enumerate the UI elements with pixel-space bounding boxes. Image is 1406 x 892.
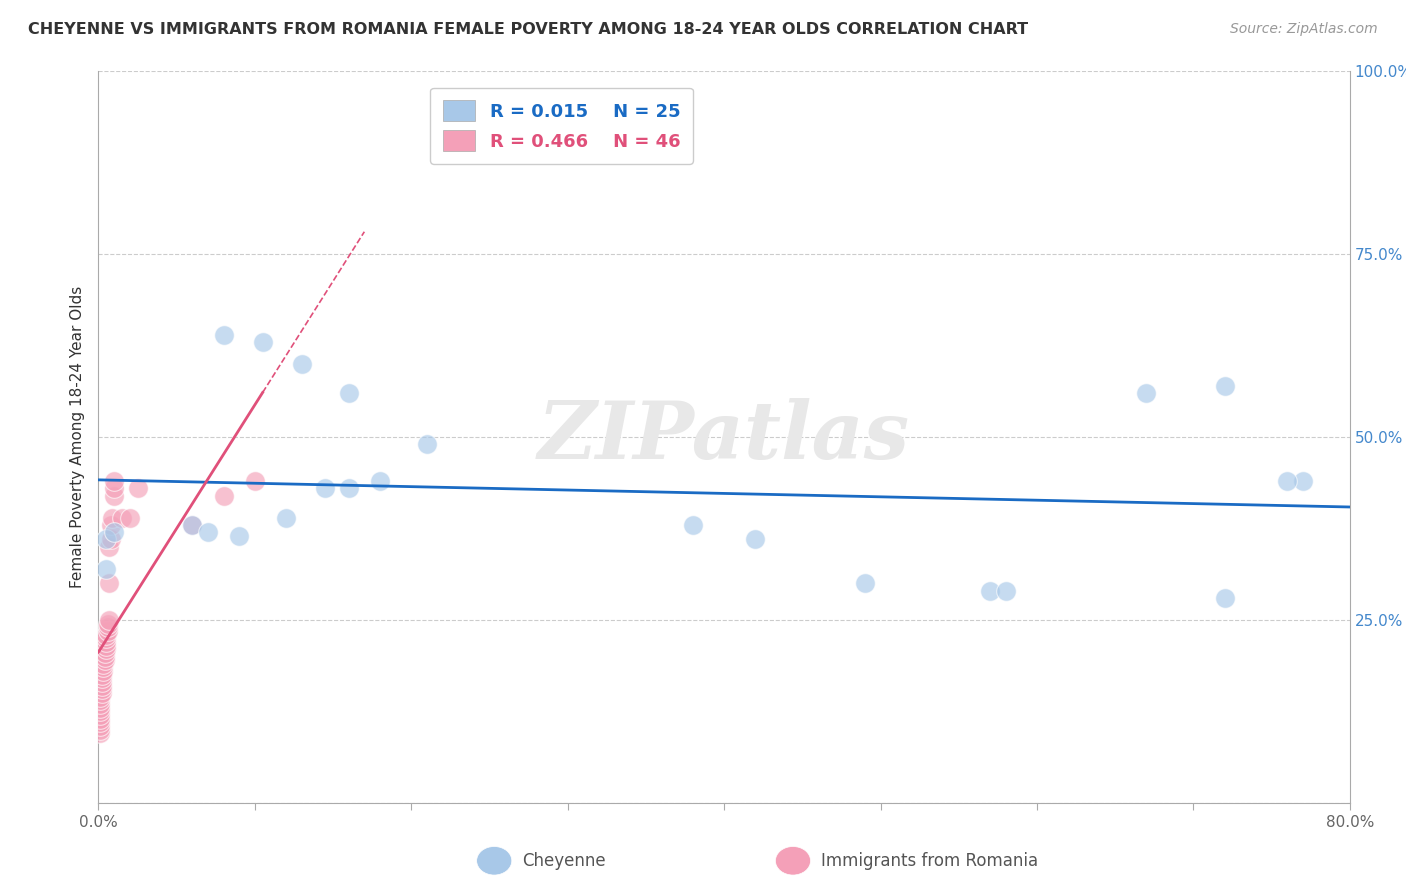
Point bbox=[212, 489, 235, 503]
Point bbox=[97, 620, 120, 634]
Point bbox=[89, 723, 111, 737]
Point bbox=[100, 517, 122, 532]
Point bbox=[416, 437, 439, 451]
Point bbox=[89, 690, 111, 704]
Point bbox=[91, 664, 114, 678]
Point bbox=[90, 686, 112, 700]
Point bbox=[1213, 591, 1236, 605]
Point bbox=[90, 667, 112, 681]
Point bbox=[96, 642, 118, 657]
Point bbox=[103, 481, 125, 495]
Point bbox=[97, 624, 120, 638]
Text: Cheyenne: Cheyenne bbox=[523, 852, 606, 870]
Point bbox=[96, 635, 118, 649]
Point bbox=[89, 712, 111, 726]
Point bbox=[212, 327, 235, 342]
Text: Immigrants from Romania: Immigrants from Romania bbox=[821, 852, 1038, 870]
Point bbox=[252, 334, 274, 349]
Point bbox=[111, 510, 134, 524]
Point bbox=[98, 613, 121, 627]
Point bbox=[89, 705, 111, 719]
Point bbox=[98, 576, 121, 591]
Point bbox=[744, 533, 766, 547]
Point bbox=[103, 525, 125, 540]
Point bbox=[96, 562, 118, 576]
Point bbox=[93, 646, 115, 660]
Point bbox=[274, 510, 298, 524]
Point bbox=[118, 510, 141, 524]
Point bbox=[89, 726, 111, 740]
Y-axis label: Female Poverty Among 18-24 Year Olds: Female Poverty Among 18-24 Year Olds bbox=[69, 286, 84, 588]
Point bbox=[96, 533, 118, 547]
Point bbox=[93, 653, 115, 667]
Point bbox=[228, 529, 250, 543]
Text: Source: ZipAtlas.com: Source: ZipAtlas.com bbox=[1230, 22, 1378, 37]
Point bbox=[96, 627, 118, 641]
Point bbox=[93, 649, 115, 664]
Text: CHEYENNE VS IMMIGRANTS FROM ROMANIA FEMALE POVERTY AMONG 18-24 YEAR OLDS CORRELA: CHEYENNE VS IMMIGRANTS FROM ROMANIA FEMA… bbox=[28, 22, 1028, 37]
Point bbox=[89, 697, 111, 711]
Point bbox=[101, 510, 124, 524]
Point bbox=[337, 386, 360, 401]
Text: ZIPatlas: ZIPatlas bbox=[538, 399, 910, 475]
Point bbox=[103, 474, 125, 488]
Point bbox=[337, 481, 360, 495]
Point bbox=[90, 672, 112, 686]
Point bbox=[1135, 386, 1157, 401]
Point bbox=[127, 481, 149, 495]
Point bbox=[979, 583, 1001, 598]
Point bbox=[96, 639, 118, 653]
Point bbox=[89, 700, 111, 714]
Point bbox=[181, 517, 204, 532]
Point bbox=[197, 525, 219, 540]
Point bbox=[89, 715, 111, 730]
Point bbox=[1277, 474, 1299, 488]
Point bbox=[91, 657, 114, 671]
Point bbox=[682, 517, 704, 532]
Point bbox=[100, 533, 122, 547]
Point bbox=[368, 474, 391, 488]
Point bbox=[91, 660, 114, 674]
Point bbox=[98, 540, 121, 554]
Point bbox=[314, 481, 336, 495]
Point bbox=[1213, 379, 1236, 393]
Point bbox=[96, 632, 118, 646]
Point bbox=[853, 576, 876, 591]
Point bbox=[89, 708, 111, 723]
Point bbox=[90, 675, 112, 690]
Point bbox=[97, 616, 120, 631]
Point bbox=[103, 489, 125, 503]
Point bbox=[994, 583, 1017, 598]
Point bbox=[243, 474, 266, 488]
Point bbox=[90, 679, 112, 693]
Point bbox=[89, 693, 111, 707]
Point bbox=[181, 517, 204, 532]
Point bbox=[89, 719, 111, 733]
Point bbox=[90, 682, 112, 697]
Legend: R = 0.015    N = 25, R = 0.466    N = 46: R = 0.015 N = 25, R = 0.466 N = 46 bbox=[430, 87, 693, 164]
Point bbox=[291, 357, 314, 371]
Point bbox=[1292, 474, 1315, 488]
